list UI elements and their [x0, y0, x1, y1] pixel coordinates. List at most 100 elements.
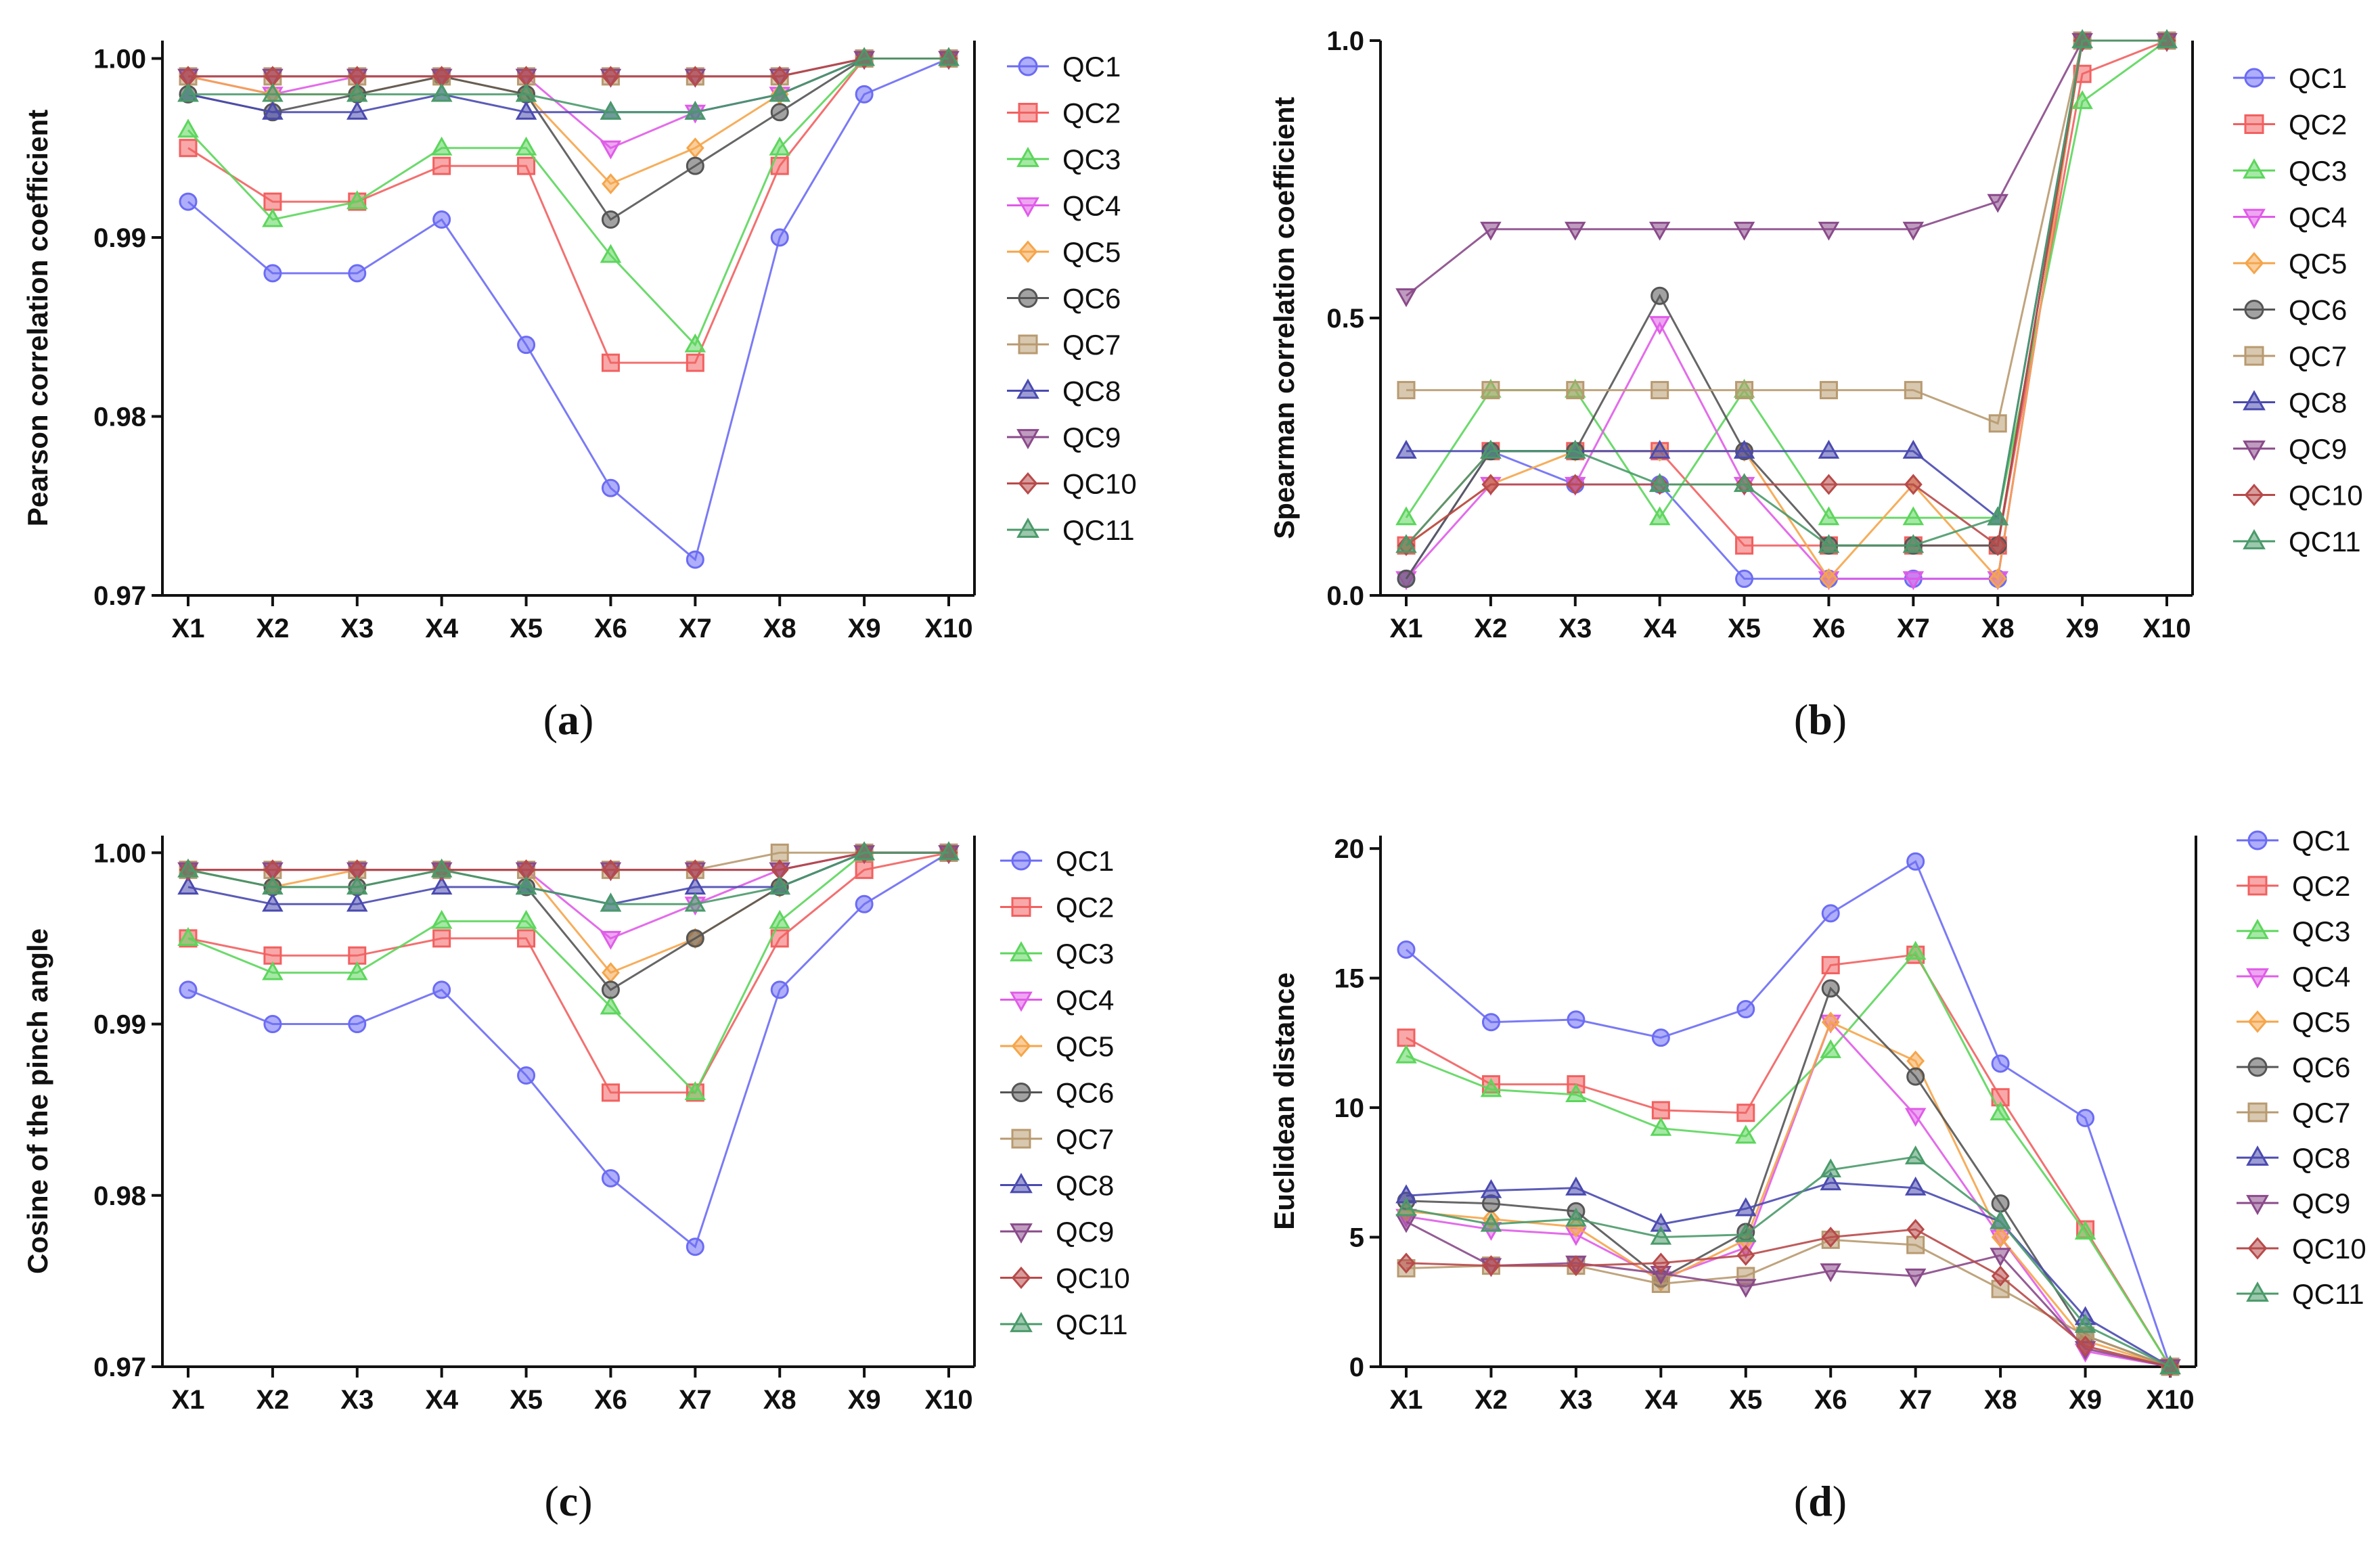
- data-point-qc2: [432, 929, 451, 948]
- legend-item-qc2: QC2: [2233, 109, 2347, 141]
- data-point-qc1: [686, 550, 704, 569]
- data-point-qc6: [686, 929, 704, 948]
- data-point-qc11: [853, 47, 875, 66]
- legend-label: QC4: [2292, 961, 2350, 993]
- legend-marker: [2247, 1237, 2268, 1260]
- legend-label: QC2: [2292, 870, 2350, 902]
- data-point-qc1: [1991, 1054, 2010, 1073]
- data-point-qc3: [1395, 506, 1417, 526]
- legend-item-qc5: QC5: [2233, 248, 2347, 279]
- legend-marker: [1018, 103, 1038, 122]
- data-point-qc2: [686, 353, 704, 372]
- legend-marker: [2246, 968, 2269, 989]
- data-point-qc8: [262, 892, 284, 912]
- legend-item-qc11: QC11: [2233, 526, 2361, 558]
- series-line-qc1: [187, 58, 949, 562]
- data-point-qc3: [1902, 506, 1925, 526]
- legend-marker: [1016, 517, 1039, 538]
- legend-marker: [1016, 378, 1039, 399]
- data-point-qc3: [430, 909, 453, 929]
- data-point-qc8: [1733, 439, 1755, 459]
- series-line-qc10: [188, 851, 949, 871]
- data-point-qc10: [1991, 1265, 2010, 1287]
- legend-item-qc4: QC4: [1007, 190, 1121, 222]
- data-point-qc10: [602, 859, 620, 881]
- data-point-qc11: [346, 876, 368, 895]
- legend-marker: [1011, 1129, 1031, 1149]
- data-point-qc8: [262, 100, 284, 120]
- x-tick-label: X2: [1475, 1385, 1508, 1415]
- series-line-qc9: [1406, 39, 2167, 297]
- data-point-qc10: [1906, 1219, 1925, 1240]
- data-point-qc1: [517, 1066, 536, 1085]
- series-line-qc11: [188, 58, 949, 114]
- legend-label: QC5: [1062, 236, 1121, 268]
- legend: QC1 QC2 QC3 QC4 QC5 QC6 QC7 QC8 QC9 QC10 QC11: [1000, 845, 1130, 1340]
- data-point-qc11: [262, 83, 284, 102]
- legend-item-qc4: QC4: [1000, 984, 1114, 1016]
- plot-area: [1395, 852, 2181, 1378]
- series-line-qc2: [187, 851, 949, 1094]
- legend-item-qc6: QC6: [1000, 1077, 1114, 1109]
- data-point-qc1: [601, 1168, 620, 1187]
- series-line-qc10: [1406, 1228, 2171, 1368]
- legend-marker: [1010, 1173, 1033, 1194]
- data-point-qc11: [1902, 534, 1925, 553]
- x-tick-label: X2: [1474, 614, 1507, 643]
- data-point-qc3: [769, 136, 790, 156]
- series-line-qc7: [1406, 39, 2167, 425]
- x-tick-label: X6: [594, 614, 627, 643]
- data-point-qc11: [1733, 473, 1755, 493]
- data-point-qc1: [1736, 1000, 1755, 1019]
- data-point-qc6: [686, 156, 704, 175]
- legend: QC1 QC2 QC3 QC4 QC5 QC6 QC7 QC8 QC9 QC10 QC11: [1007, 51, 1137, 546]
- data-point-qc3: [1648, 506, 1671, 526]
- legend-label: QC8: [2289, 387, 2347, 419]
- data-point-qc9: [1818, 221, 1840, 241]
- legend-marker: [1016, 197, 1039, 218]
- legend-marker: [2243, 390, 2266, 411]
- data-point-qc11: [1818, 534, 1840, 553]
- legend-label: QC4: [1056, 984, 1114, 1016]
- data-point-qc1: [263, 264, 282, 283]
- data-point-qc7: [770, 843, 789, 862]
- y-axis-title: Pearson correlation coefficient: [22, 110, 53, 526]
- panel-caption: (b): [1794, 696, 1847, 744]
- data-point-qc3: [1818, 506, 1840, 526]
- data-point-qc3: [2071, 90, 2093, 110]
- legend-marker: [1018, 288, 1038, 308]
- data-point-qc3: [346, 190, 368, 210]
- data-point-qc2: [517, 156, 536, 175]
- series-line-qc11: [1406, 1156, 2171, 1368]
- legend-marker: [2246, 1195, 2269, 1216]
- plot-area: [1395, 29, 2178, 591]
- data-point-qc11: [1820, 1158, 1841, 1178]
- x-tick-label: X10: [924, 614, 972, 643]
- legend-item-qc10: QC10: [1000, 1263, 1130, 1294]
- data-point-qc3: [1480, 1078, 1502, 1097]
- data-point-qc10: [1651, 1252, 1670, 1274]
- x-tick-label: X5: [510, 1385, 543, 1415]
- y-tick-label: 0.99: [93, 1010, 146, 1040]
- legend-item-qc11: QC11: [2237, 1278, 2364, 1310]
- legend-label: QC11: [2289, 526, 2361, 558]
- data-point-qc1: [1397, 940, 1416, 959]
- legend-label: QC11: [2292, 1278, 2364, 1310]
- data-point-qc7: [1988, 414, 2007, 433]
- series-qc3: [177, 47, 960, 353]
- data-point-qc8: [346, 892, 368, 912]
- x-tick-label: X8: [1984, 1385, 2017, 1415]
- data-point-qc1: [770, 228, 789, 247]
- series-line-qc3: [187, 58, 949, 347]
- y-tick-label: 0.97: [93, 1353, 146, 1382]
- data-point-qc1: [1481, 1013, 1500, 1032]
- data-point-qc4: [1904, 1108, 1927, 1127]
- y-tick-label: 20: [1334, 834, 1365, 864]
- data-point-qc10: [1988, 535, 2007, 556]
- legend-item-qc1: QC1: [2233, 62, 2347, 94]
- data-point-qc2: [179, 139, 198, 158]
- x-tick-label: X9: [2069, 1385, 2102, 1415]
- legend-marker: [1018, 240, 1038, 263]
- data-point-qc2: [1651, 1101, 1670, 1120]
